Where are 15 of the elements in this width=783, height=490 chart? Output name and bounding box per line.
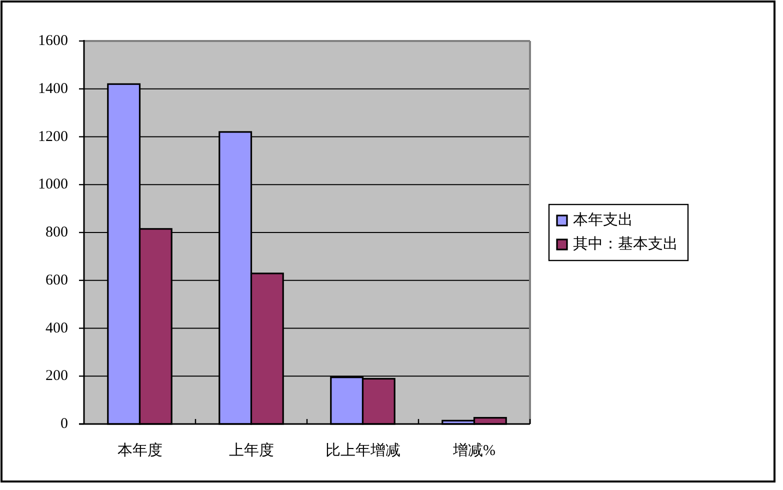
x-tick-label: 本年度 — [117, 442, 162, 459]
y-tick-label: 800 — [46, 224, 68, 240]
legend-label: 其中：基本支出 — [573, 236, 678, 252]
y-tick-label: 1200 — [38, 128, 68, 145]
y-tick-label: 200 — [46, 368, 68, 384]
legend-label: 本年支出 — [573, 212, 633, 228]
y-tick-label: 600 — [46, 272, 68, 288]
y-tick-label: 1000 — [38, 176, 68, 193]
y-tick-label: 1400 — [38, 80, 68, 97]
x-tick-label: 比上年增减 — [325, 442, 400, 459]
x-tick-label: 增减% — [452, 442, 496, 459]
y-tick-label: 400 — [46, 320, 68, 336]
x-tick-label: 上年度 — [228, 442, 274, 459]
y-tick-label: 0 — [60, 416, 68, 432]
y-tick-label: 1600 — [38, 33, 68, 49]
